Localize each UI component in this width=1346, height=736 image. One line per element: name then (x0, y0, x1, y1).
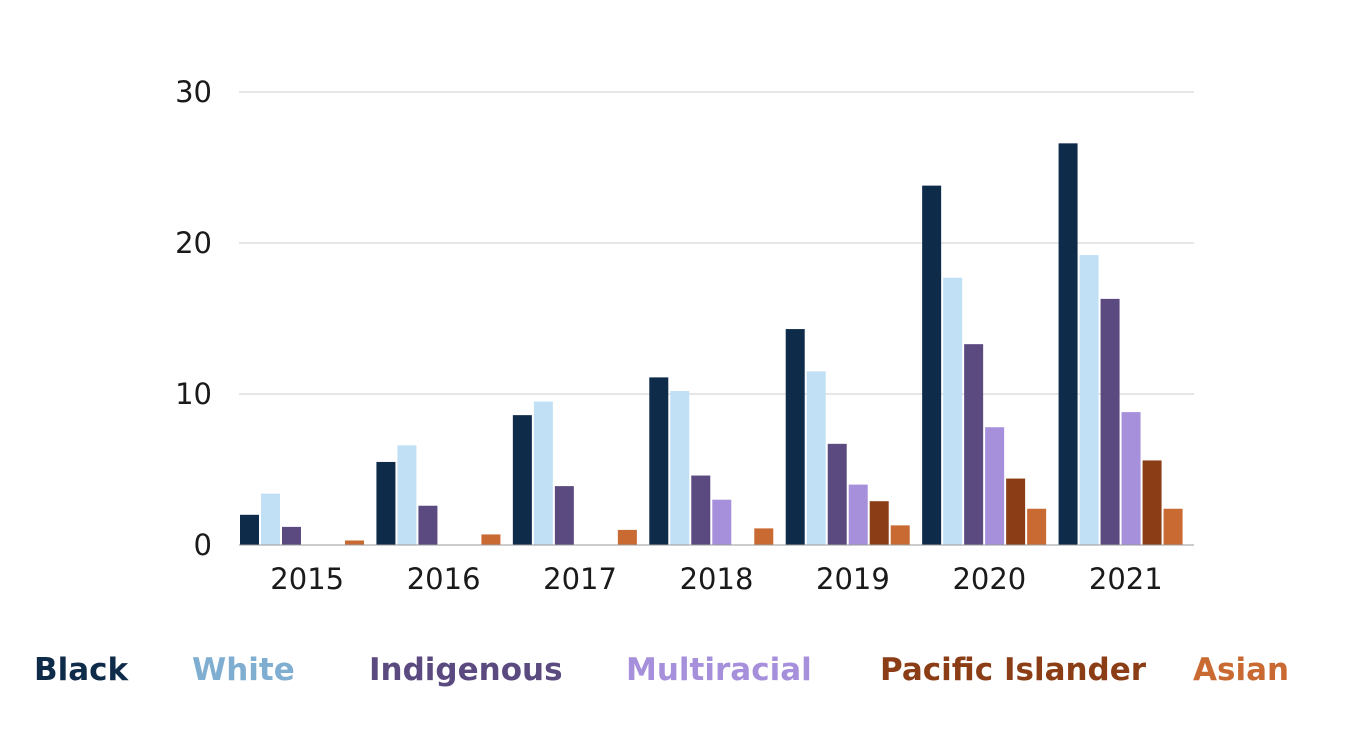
bar-indigenous-2018 (691, 475, 711, 545)
bar-asian-2015 (345, 540, 364, 545)
x-tick-label: 2017 (543, 562, 617, 596)
bar-black-2019 (785, 329, 805, 545)
bar-multiracial-2019 (848, 484, 868, 545)
bar-asian-2019 (890, 525, 910, 545)
bar-white-2016 (397, 445, 417, 545)
x-tick-label: 2020 (952, 562, 1026, 596)
bar-asian-2016 (481, 534, 501, 545)
legend-item-black: Black (34, 652, 130, 688)
bar-white-2021 (1079, 255, 1099, 545)
bar-indigenous-2021 (1100, 298, 1120, 545)
bar-black-2017 (512, 415, 532, 545)
bar-asian-2017 (617, 529, 637, 545)
bar-black-2018 (649, 377, 669, 545)
legend: Black White Indigenous Multiracial Pacific I… (34, 652, 1289, 688)
bar-white-2017 (533, 401, 553, 545)
bar-black-2020 (922, 185, 942, 545)
bar-white-2018 (670, 390, 690, 545)
bar-pacific-islander-2020 (1006, 478, 1026, 545)
bar-multiracial-2020 (985, 427, 1005, 545)
y-axis-ticks: 0 10 20 30 (175, 75, 212, 562)
bar-pacific-islander-2021 (1142, 460, 1162, 545)
legend-item-asian: Asian (1193, 652, 1289, 688)
legend-item-pacific-islander: Pacific Islander (880, 652, 1147, 688)
y-tick-label: 20 (175, 226, 212, 260)
bar-multiracial-2021 (1121, 412, 1141, 545)
bar-black-2021 (1058, 143, 1078, 545)
bar-indigenous-2017 (554, 486, 574, 545)
x-tick-label: 2016 (407, 562, 481, 596)
legend-item-indigenous: Indigenous (369, 652, 563, 688)
bar-white-2015 (261, 493, 280, 545)
legend-item-multiracial: Multiracial (626, 652, 812, 688)
x-tick-label: 2015 (270, 562, 344, 596)
y-tick-label: 10 (175, 377, 212, 411)
bar-asian-2020 (1027, 508, 1047, 545)
x-tick-label: 2018 (680, 562, 754, 596)
x-tick-label: 2021 (1089, 562, 1163, 596)
y-tick-label: 30 (175, 75, 212, 109)
bar-black-2015 (240, 514, 259, 545)
bar-indigenous-2020 (964, 344, 984, 545)
gridlines (239, 91, 1194, 395)
bar-multiracial-2018 (712, 499, 732, 545)
bars (240, 143, 1183, 545)
bar-indigenous-2015 (282, 526, 301, 545)
x-axis-ticks: 2015 2016 2017 2018 2019 2020 2021 (270, 562, 1162, 596)
bar-white-2019 (806, 371, 826, 545)
legend-item-white: White (192, 652, 295, 688)
x-tick-label: 2019 (816, 562, 890, 596)
bar-black-2016 (376, 461, 396, 545)
bar-asian-2021 (1163, 508, 1183, 545)
bar-indigenous-2016 (418, 505, 438, 545)
bar-asian-2018 (754, 528, 774, 545)
bar-indigenous-2019 (827, 443, 847, 545)
y-tick-label: 0 (194, 528, 212, 562)
bar-white-2020 (943, 277, 963, 545)
bar-pacific-islander-2019 (869, 501, 889, 545)
